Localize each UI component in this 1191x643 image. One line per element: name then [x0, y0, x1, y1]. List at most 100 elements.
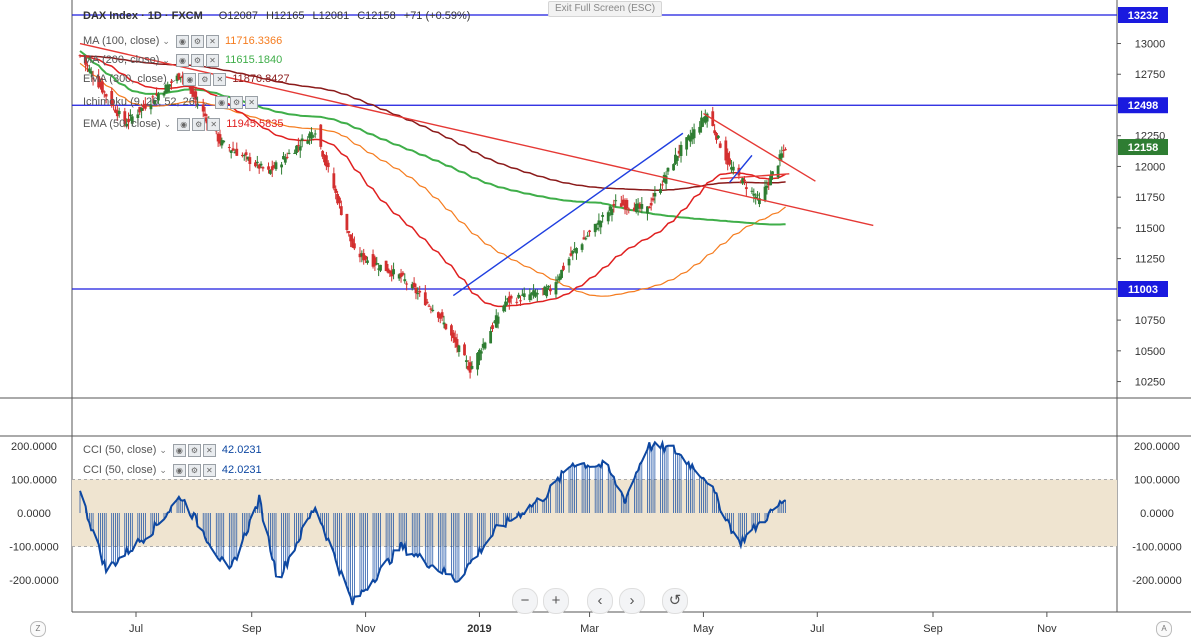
- chevron-down-icon[interactable]: ⌄: [169, 73, 178, 84]
- up-candle: [300, 138, 304, 141]
- down-candle: [326, 162, 330, 168]
- chevron-down-icon[interactable]: ⌄: [159, 464, 167, 475]
- down-candle: [782, 149, 786, 151]
- up-candle: [769, 175, 773, 186]
- down-candle: [352, 243, 356, 249]
- auto-scale-button[interactable]: A: [1156, 621, 1172, 637]
- close-icon[interactable]: ✕: [202, 463, 216, 477]
- cci-tick-label-right: -200.0000: [1132, 575, 1182, 587]
- close-icon[interactable]: ✕: [205, 34, 219, 48]
- close-icon[interactable]: ✕: [207, 117, 221, 131]
- down-candle: [713, 130, 717, 134]
- exit-fullscreen-tooltip[interactable]: Exit Full Screen (ESC): [548, 1, 663, 17]
- down-candle: [649, 203, 653, 206]
- up-candle: [128, 114, 132, 117]
- gear-icon[interactable]: ⚙: [190, 34, 204, 48]
- change-value: +71 (+0.59%): [403, 10, 471, 22]
- gear-icon[interactable]: ⚙: [190, 53, 204, 67]
- down-candle: [190, 85, 194, 94]
- up-candle: [573, 248, 577, 251]
- scroll-right-button[interactable]: ›: [619, 588, 645, 614]
- indicator-legend-row[interactable]: MA (100, close) ⌄ ◉ ⚙ ✕ 11716.3366: [83, 33, 282, 49]
- down-candle: [362, 253, 366, 261]
- zoom-in-button[interactable]: +: [543, 588, 569, 614]
- gear-icon[interactable]: ⚙: [192, 117, 206, 131]
- up-candle: [149, 104, 153, 110]
- down-candle: [388, 270, 392, 274]
- cci-legend-row[interactable]: CCI (50, close) ⌄ ◉ ⚙ ✕ 42.0231: [83, 462, 262, 478]
- up-candle: [763, 186, 767, 201]
- down-candle: [509, 295, 513, 299]
- eye-icon[interactable]: ◉: [215, 95, 229, 109]
- indicator-legend-row[interactable]: Ichimoku (9, 26, 52, 26) ⌄ ◉ ⚙ ✕: [83, 94, 264, 110]
- eye-icon[interactable]: ◉: [172, 463, 186, 477]
- up-candle: [646, 206, 649, 214]
- chevron-down-icon[interactable]: ⌄: [162, 35, 170, 46]
- eye-icon[interactable]: ◉: [183, 72, 197, 86]
- up-candle: [130, 116, 134, 124]
- down-candle: [548, 288, 552, 292]
- indicator-legend-row[interactable]: EMA (300, close) ⌄ ◉ ⚙ ✕ 11870.8427: [83, 71, 290, 87]
- close-icon[interactable]: ✕: [213, 72, 227, 86]
- gear-icon[interactable]: ⚙: [187, 443, 201, 457]
- down-candle: [401, 272, 405, 275]
- down-candle: [115, 110, 119, 117]
- cci-line: [79, 439, 787, 606]
- down-candle: [349, 234, 353, 242]
- scroll-left-button[interactable]: ‹: [587, 588, 613, 614]
- indicator-legend-row[interactable]: MA (200, close) ⌄ ◉ ⚙ ✕ 11615.1840: [83, 52, 282, 68]
- time-tick-label: May: [693, 623, 714, 635]
- gear-icon[interactable]: ⚙: [230, 95, 244, 109]
- down-candle: [272, 165, 276, 168]
- cci-tick-label-left: 0.0000: [17, 508, 51, 520]
- gear-icon[interactable]: ⚙: [187, 463, 201, 477]
- up-candle: [778, 154, 782, 161]
- up-candle: [571, 250, 575, 254]
- indicator-legend-row[interactable]: EMA (50, close) ⌄ ◉ ⚙ ✕ 11945.5835: [83, 116, 284, 132]
- price-tick-label: 11750: [1135, 192, 1165, 204]
- close-icon[interactable]: ✕: [205, 53, 219, 67]
- symbol-title[interactable]: DAX Index · 1D · FXCM: [83, 10, 203, 22]
- timezone-z-button[interactable]: Z: [30, 621, 46, 637]
- down-candle: [177, 73, 181, 80]
- up-candle: [517, 294, 521, 298]
- chevron-down-icon[interactable]: ⌄: [163, 118, 172, 129]
- zoom-out-button[interactable]: −: [512, 588, 538, 614]
- eye-icon[interactable]: ◉: [177, 117, 191, 131]
- cci-tick-label-left: -200.0000: [9, 575, 59, 587]
- gear-icon[interactable]: ⚙: [198, 72, 212, 86]
- close-icon[interactable]: ✕: [245, 95, 259, 109]
- up-candle: [283, 157, 287, 163]
- down-candle: [744, 187, 748, 190]
- up-candle: [166, 84, 170, 92]
- up-candle: [758, 198, 761, 205]
- cci-tick-label-left: 100.0000: [11, 475, 57, 487]
- close-icon[interactable]: ✕: [202, 443, 216, 457]
- price-tag-bg: [1118, 139, 1168, 156]
- price-tag-label: 12158: [1128, 142, 1159, 154]
- up-candle: [688, 136, 692, 142]
- eye-icon[interactable]: ◉: [175, 53, 189, 67]
- down-candle: [321, 151, 325, 157]
- chevron-down-icon[interactable]: ⌄: [201, 96, 210, 107]
- chevron-down-icon[interactable]: ⌄: [159, 444, 167, 455]
- up-candle: [750, 190, 754, 192]
- reset-chart-button[interactable]: ↺: [662, 588, 688, 614]
- cci-legend-row[interactable]: CCI (50, close) ⌄ ◉ ⚙ ✕ 42.0231: [83, 442, 262, 458]
- up-candle: [776, 165, 780, 178]
- chevron-down-icon[interactable]: ⌄: [162, 54, 170, 65]
- eye-icon[interactable]: ◉: [175, 34, 189, 48]
- up-candle: [560, 269, 563, 278]
- down-candle: [660, 184, 664, 186]
- up-candle: [366, 260, 369, 263]
- up-candle: [282, 156, 285, 160]
- down-candle: [86, 65, 89, 67]
- down-candle: [248, 157, 252, 165]
- up-candle: [634, 203, 638, 212]
- down-candle: [244, 152, 248, 155]
- down-candle: [612, 204, 616, 206]
- support-line: [720, 173, 790, 180]
- eye-icon[interactable]: ◉: [172, 443, 186, 457]
- down-candle: [468, 362, 472, 373]
